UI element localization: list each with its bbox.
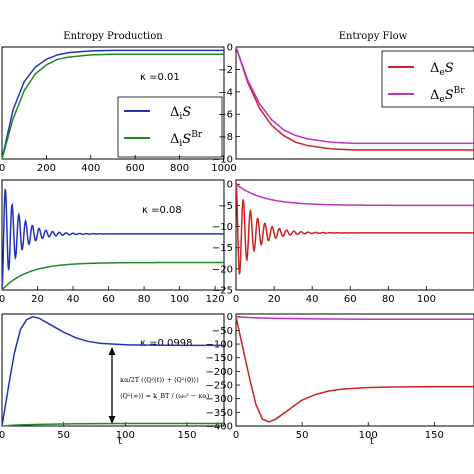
- arrow-head-down: [108, 416, 116, 424]
- x-tick-label: 0: [0, 430, 5, 441]
- series-line-3--es-br: [235, 183, 474, 207]
- y-tick-label: −300: [206, 394, 233, 405]
- x-tick-label: 60: [102, 294, 115, 305]
- y-tick-label: 0: [227, 312, 233, 323]
- x-tick-label: 150: [425, 430, 444, 441]
- panel-frame-entropy-flow-mid: [235, 179, 474, 291]
- series-line-5--es: [235, 316, 474, 423]
- y-tick-label: −10: [212, 222, 233, 233]
- title-entropy-flow: Entropy Flow: [339, 31, 408, 42]
- series-line-2--is: [1, 188, 224, 289]
- kappa-label-top: κ =0.01: [140, 72, 180, 83]
- x-tick-label: 50: [57, 430, 70, 441]
- xlabel-bottom-right: t: [370, 436, 374, 447]
- x-tick-label: 0: [233, 294, 239, 305]
- x-tick-label: 100: [116, 430, 135, 441]
- x-tick-label: 0: [233, 430, 239, 441]
- series-line-5--es-br: [235, 315, 474, 320]
- x-tick-label: 150: [177, 430, 196, 441]
- panel-frame-entropy-production-mid: [1, 179, 225, 291]
- x-tick-label: 80: [138, 294, 151, 305]
- x-tick-label: 1000: [211, 163, 236, 174]
- y-tick-label: −250: [206, 381, 233, 392]
- series-line-0--is-br: [1, 53, 224, 160]
- y-tick-label: −350: [206, 408, 233, 419]
- legend-flow: [381, 50, 474, 108]
- series-line-4--is-br: [1, 422, 224, 427]
- y-tick-label: −2: [218, 65, 233, 76]
- x-tick-label: 100: [359, 430, 378, 441]
- y-tick-label: −5: [218, 201, 233, 212]
- series-line-1--es: [235, 46, 474, 151]
- y-tick-label: −8: [218, 132, 233, 143]
- panel-frame-entropy-flow-top: [235, 46, 474, 160]
- x-tick-label: 80: [382, 294, 395, 305]
- y-tick-label: −20: [212, 264, 233, 275]
- title-entropy-production: Entropy Production: [63, 31, 163, 42]
- kappa-label-mid: κ =0.08: [142, 205, 182, 216]
- y-tick-label: −150: [206, 353, 233, 364]
- panel-frame-entropy-flow-bottom: [235, 313, 474, 427]
- x-tick-label: 600: [126, 163, 145, 174]
- panel-frame-entropy-production-bottom: [1, 313, 225, 427]
- x-tick-label: 800: [170, 163, 189, 174]
- panel-frame-entropy-production-top: [1, 46, 225, 160]
- x-tick-label: 20: [31, 294, 44, 305]
- series-line-1--es-br: [235, 46, 474, 145]
- y-tick-label: 0: [227, 180, 233, 191]
- x-tick-label: 200: [37, 163, 56, 174]
- y-tick-label: −400: [206, 422, 233, 433]
- series-line-3--es: [235, 182, 474, 276]
- y-tick-label: −25: [212, 286, 233, 297]
- y-tick-label: −50: [212, 326, 233, 337]
- equation-line-1: κα/2T (⟨Q²(t)⟩ + ⟨Q²(0)⟩): [120, 376, 199, 384]
- series-line-0--is: [1, 49, 224, 160]
- legend-production: [117, 96, 223, 158]
- x-tick-label: 100: [417, 294, 436, 305]
- x-tick-label: 0: [0, 294, 5, 305]
- x-tick-label: 50: [296, 430, 309, 441]
- legend-label-production-s: ΔiS: [170, 105, 191, 122]
- x-tick-label: 400: [81, 163, 100, 174]
- y-tick-label: −10: [212, 155, 233, 166]
- x-tick-label: 0: [0, 163, 5, 174]
- y-tick-label: −15: [212, 243, 233, 254]
- x-tick-label: 60: [344, 294, 357, 305]
- series-line-4--is: [1, 316, 224, 427]
- x-tick-label: 40: [306, 294, 319, 305]
- arrow-head-up: [108, 347, 116, 355]
- y-tick-label: 0: [227, 43, 233, 54]
- xlabel-bottom-left: t: [118, 436, 122, 447]
- x-tick-label: 120: [206, 294, 225, 305]
- y-tick-label: −6: [218, 110, 233, 121]
- x-tick-label: 20: [268, 294, 281, 305]
- series-line-2--is-br: [1, 261, 224, 291]
- legend-label-flow-s: ΔeS: [430, 61, 454, 78]
- x-tick-label: 40: [67, 294, 80, 305]
- y-tick-label: −4: [218, 87, 233, 98]
- x-tick-label: 100: [170, 294, 189, 305]
- equation-line-2: ⟨Q²(∞)⟩ = k_BT / (ω₀² − κα): [120, 392, 210, 400]
- y-tick-label: −200: [206, 367, 233, 378]
- kappa-label-bottom: κ =0.0998: [140, 338, 192, 349]
